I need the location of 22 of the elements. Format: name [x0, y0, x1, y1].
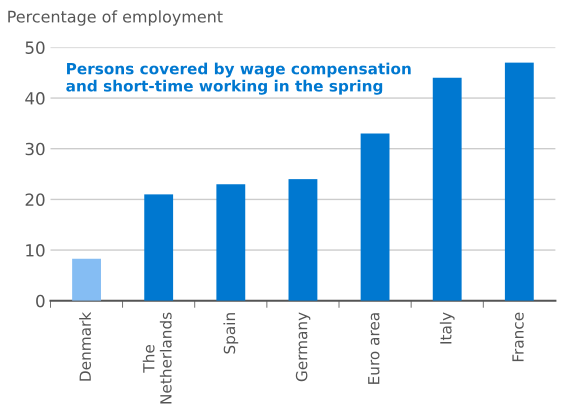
bar	[72, 258, 101, 301]
bar	[432, 78, 462, 301]
bar	[360, 134, 390, 301]
bar	[216, 184, 246, 301]
y-tick-label: 0	[36, 294, 45, 308]
x-tick-label: Spain	[223, 313, 238, 354]
y-tick-label: 30	[26, 142, 45, 156]
x-tick-label: Italy	[440, 312, 455, 344]
bar	[144, 194, 174, 301]
x-tick-label: Germany	[296, 312, 310, 382]
x-tick-label: France	[512, 312, 524, 362]
y-tick-label: 40	[25, 92, 45, 105]
y-axis-title: Percentage of employment	[8, 10, 223, 26]
bar	[504, 62, 534, 301]
x-tick-label: The Netherlands	[142, 312, 172, 404]
x-tick-label: Denmark	[79, 312, 91, 381]
annotation: Persons covered by wage compensation and short-time working in the spring	[66, 62, 411, 95]
y-tick-label: 10	[26, 244, 45, 257]
bar	[288, 179, 318, 301]
y-tick-label: 50	[26, 41, 45, 54]
x-tick-label: Euro area	[368, 313, 380, 384]
y-tick-label: 20	[26, 193, 45, 206]
